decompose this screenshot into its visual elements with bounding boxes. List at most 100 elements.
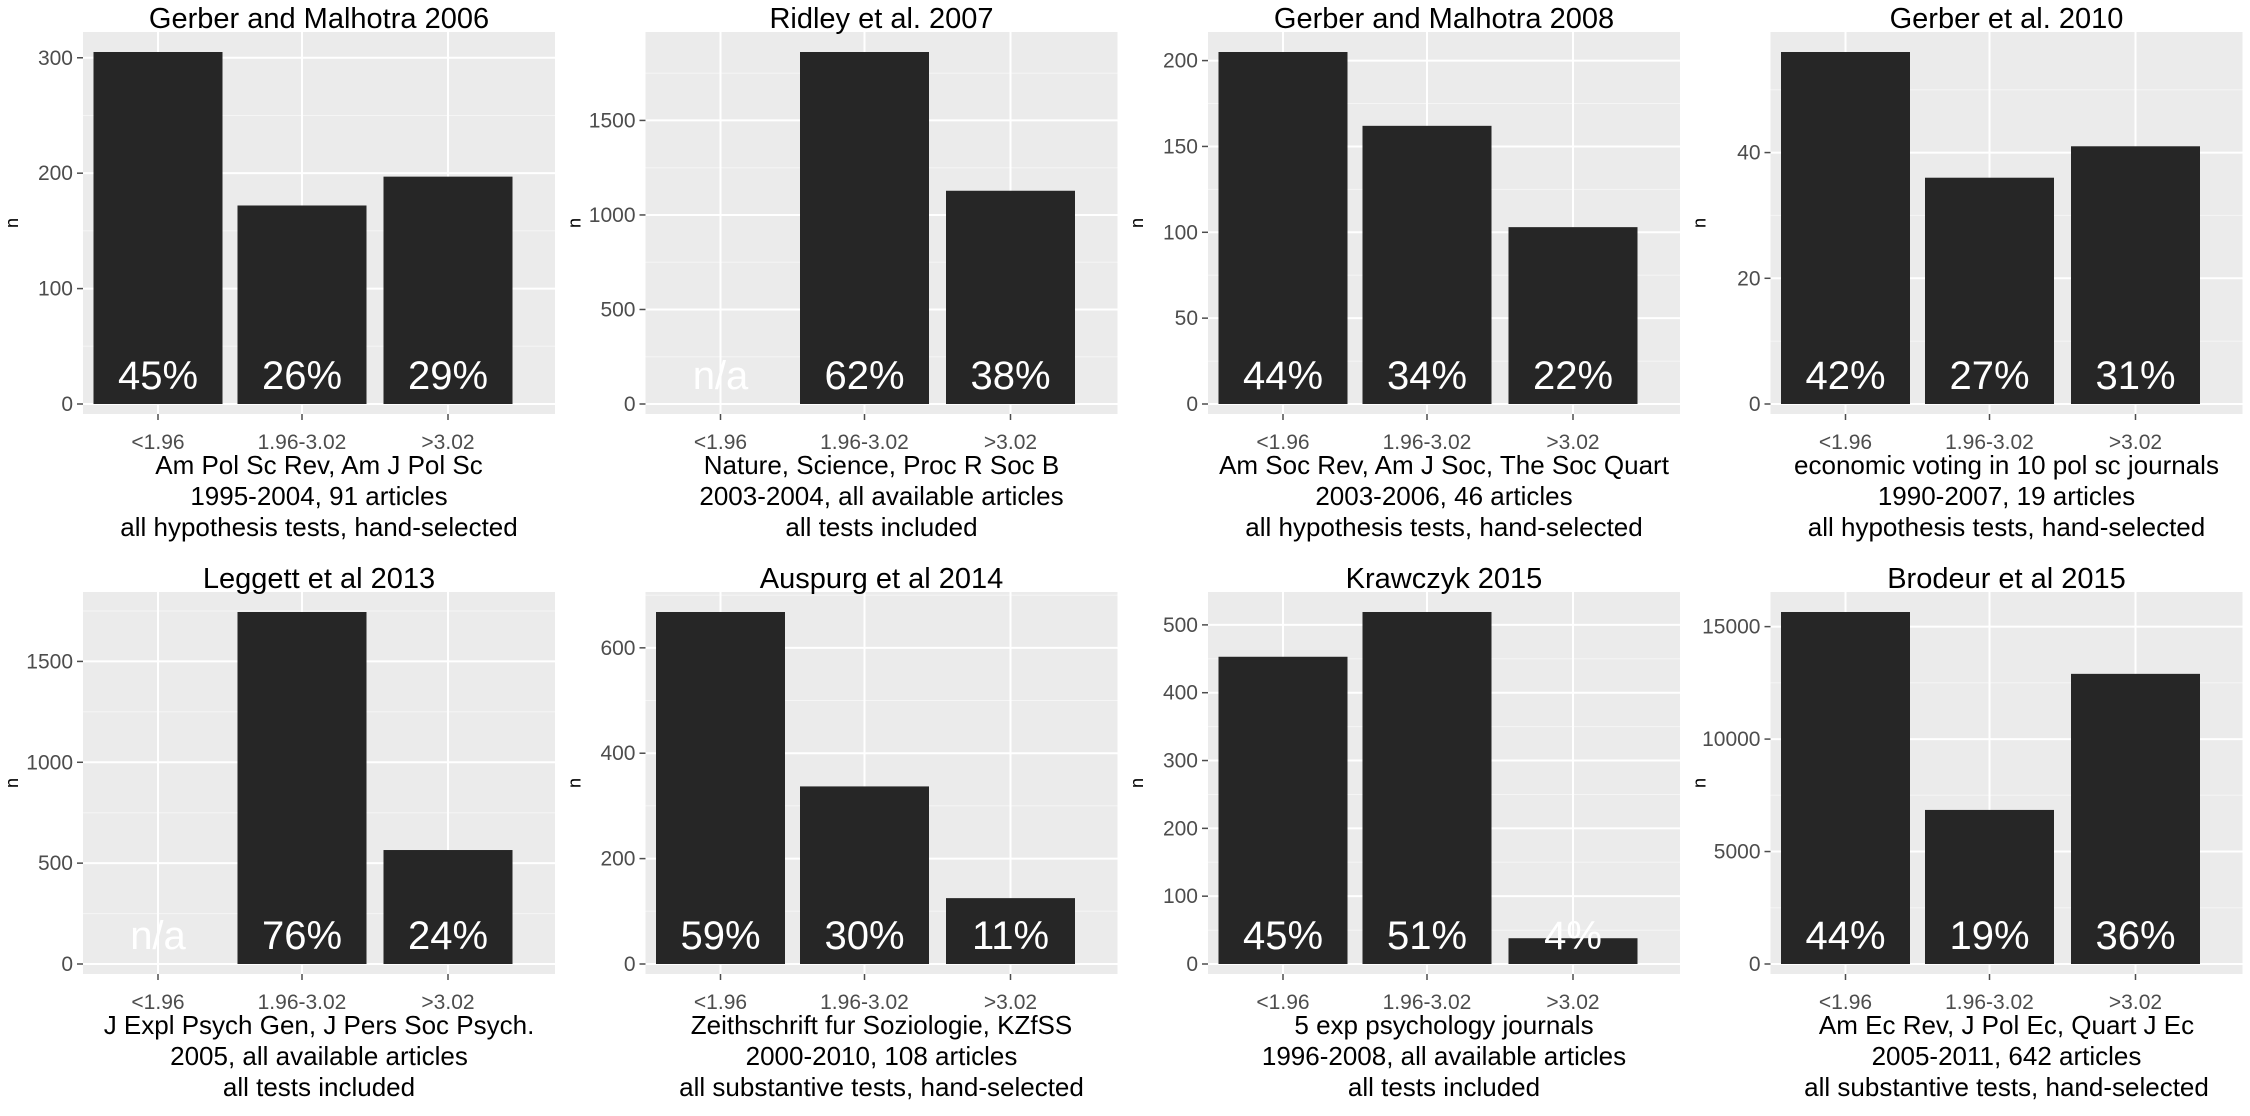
x-axis-caption-line: Nature, Science, Proc R Soc B (704, 450, 1059, 480)
x-tick-label: >3.02 (2109, 431, 2162, 454)
bar (1925, 177, 2054, 404)
bar-percent-label: 4% (1544, 914, 1602, 958)
y-tick-label: 400 (1163, 682, 1198, 705)
x-tick-label: <1.96 (1819, 991, 1872, 1014)
x-tick-label: <1.96 (1256, 991, 1309, 1014)
chart-title: Gerber et al. 2010 (1890, 3, 2124, 35)
bar-percent-label: 11% (972, 914, 1049, 958)
x-axis-caption-line: all tests included (223, 1072, 415, 1102)
bar-percent-label: 29% (408, 354, 488, 398)
x-axis-caption-line: Am Ec Rev, J Pol Ec, Quart J Ec (1819, 1010, 2194, 1040)
bar (1218, 656, 1348, 964)
chart-title: Gerber and Malhotra 2008 (1274, 3, 1614, 35)
x-tick-label: 1.96-3.02 (258, 991, 347, 1014)
y-tick-label: 100 (1163, 885, 1198, 908)
chart-title: Leggett et al 2013 (203, 563, 435, 595)
y-tick-label: 200 (38, 162, 73, 185)
x-axis-caption-line: 5 exp psychology journals (1294, 1010, 1593, 1040)
x-tick-label: >3.02 (984, 991, 1037, 1014)
x-axis-caption-line: Am Pol Sc Rev, Am J Pol Sc (155, 450, 483, 480)
x-axis-caption-line: 2003-2004, all available articles (699, 481, 1063, 511)
chart-panel: 0 500 1000 1500 n/a 62% 38% <1.96 1.96-3.02 >3.02… (565, 3, 1118, 542)
x-axis-caption-line: all hypothesis tests, hand-selected (1245, 512, 1642, 542)
y-tick-label: 0 (624, 393, 636, 416)
y-tick-label: 0 (61, 953, 73, 976)
y-tick-label: 0 (624, 953, 636, 976)
y-tick-label: 300 (38, 47, 73, 70)
bar (1508, 938, 1638, 964)
y-tick-label: 0 (61, 393, 73, 416)
bar-percent-label: n/a (130, 914, 186, 958)
bar (1362, 125, 1492, 405)
chart-title: Krawczyk 2015 (1346, 563, 1543, 595)
y-tick-label: 0 (1749, 953, 1761, 976)
y-tick-label: 5000 (1714, 841, 1761, 864)
x-axis-caption-line: Am Soc Rev, Am J Soc, The Soc Quart (1219, 450, 1670, 480)
y-tick-label: 0 (1186, 393, 1198, 416)
x-tick-label: <1.96 (1819, 431, 1872, 454)
chart-title: Ridley et al. 2007 (769, 3, 993, 35)
y-tick-label: 50 (1175, 307, 1198, 330)
x-axis-caption-line: Zeithschrift fur Soziologie, KZfSS (691, 1010, 1072, 1040)
bar (2071, 146, 2200, 405)
x-tick-label: <1.96 (131, 431, 184, 454)
chart-panel: 0 100 200 300 400 500 45% 51% 4% <1.96 1.96-3.02 >3… (1127, 563, 1680, 1102)
bar-percent-label: 31% (2095, 354, 2175, 398)
chart-panel: 0 200 400 600 59% 30% 11% <1.96 1.96-3.02 >3.02 Au… (565, 563, 1118, 1102)
x-axis-caption-line: 1996-2008, all available articles (1262, 1041, 1626, 1071)
bar-percent-label: 24% (408, 914, 488, 958)
y-axis-label: n (2, 218, 22, 228)
y-tick-label: 500 (1163, 614, 1198, 637)
y-tick-label: 0 (1749, 393, 1761, 416)
y-axis-label: n (1127, 218, 1147, 228)
x-axis-caption-line: 2005-2011, 642 articles (1872, 1041, 2142, 1071)
x-tick-label: >3.02 (984, 431, 1037, 454)
x-tick-label: <1.96 (1256, 431, 1309, 454)
bar-percent-label: 36% (2095, 914, 2175, 958)
chart-title: Gerber and Malhotra 2006 (149, 3, 489, 35)
bar-percent-label: 42% (1805, 354, 1885, 398)
x-axis-caption-line: 1990-2007, 19 articles (1878, 481, 2135, 511)
x-axis-caption-line: all substantive tests, hand-selected (1804, 1072, 2209, 1102)
bar-percent-label: 62% (824, 354, 904, 398)
x-tick-label: >3.02 (421, 991, 474, 1014)
bar-percent-label: 22% (1533, 354, 1613, 398)
x-axis-caption-line: J Expl Psych Gen, J Pers Soc Psych. (104, 1010, 535, 1040)
bar-percent-label: 76% (262, 914, 342, 958)
x-axis-caption-line: all hypothesis tests, hand-selected (120, 512, 517, 542)
bar (946, 190, 1075, 404)
y-tick-label: 200 (600, 848, 635, 871)
chart-panel: 0 20 40 42% 27% 31% <1.96 1.96-3.02 >3.02 Gerber … (1690, 3, 2243, 542)
y-tick-label: 1500 (589, 109, 636, 132)
bar (383, 850, 513, 964)
y-tick-label: 600 (600, 637, 635, 660)
bar (946, 898, 1075, 964)
y-tick-label: 100 (1163, 221, 1198, 244)
chart-panel: 0 5000 10000 15000 44% 19% 36% <1.96 1.96-3.02 >3… (1690, 563, 2243, 1102)
chart-title: Brodeur et al 2015 (1887, 563, 2126, 595)
chart-panel: 0 50 100 150 200 44% 34% 22% <1.96 1.96-3.02 >3.02… (1127, 3, 1680, 542)
y-tick-label: 40 (1737, 142, 1760, 165)
x-tick-label: <1.96 (694, 431, 747, 454)
x-axis-caption-line: all substantive tests, hand-selected (679, 1072, 1084, 1102)
bar (2071, 673, 2200, 964)
y-axis-label: n (1127, 778, 1147, 788)
x-axis-caption-line: 2003-2006, 46 articles (1315, 481, 1572, 511)
bar (800, 786, 929, 964)
x-axis-caption-line: 2000-2010, 108 articles (746, 1041, 1018, 1071)
bar (1781, 612, 1910, 964)
bar-percent-label: 19% (1949, 914, 2029, 958)
bar (237, 612, 367, 964)
x-tick-label: 1.96-3.02 (820, 991, 909, 1014)
y-tick-label: 10000 (1702, 728, 1760, 751)
x-tick-label: >3.02 (1546, 431, 1599, 454)
bar (1218, 52, 1348, 404)
chart-panel: 0 100 200 300 45% 26% 29% <1.96 1.96-3.02 >3.02 Ge… (2, 3, 555, 542)
bar-percent-label: 59% (680, 914, 760, 958)
y-tick-label: 500 (600, 298, 635, 321)
x-axis-caption-line: all tests included (1348, 1072, 1540, 1102)
x-tick-label: >3.02 (1546, 991, 1599, 1014)
y-tick-label: 1000 (589, 204, 636, 227)
bar-percent-label: 26% (262, 354, 342, 398)
